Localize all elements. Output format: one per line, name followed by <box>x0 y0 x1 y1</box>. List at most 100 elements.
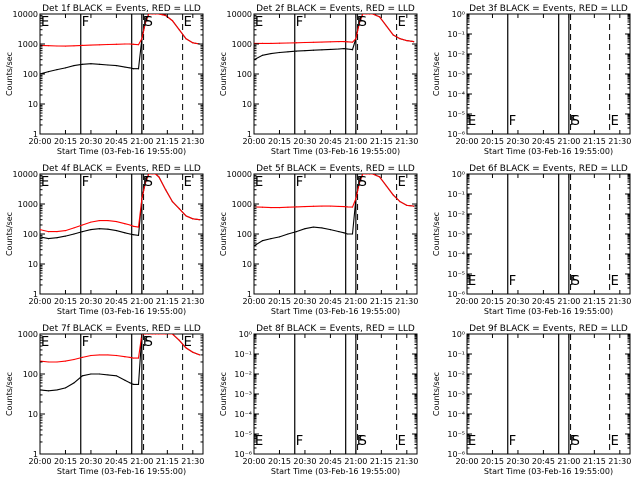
panel-title: Det 6f BLACK = Events, RED = LLD <box>469 164 628 174</box>
x-tick-label: 21:00 <box>557 297 580 306</box>
events-data-point <box>124 232 126 234</box>
lld-data-point <box>81 44 84 46</box>
lld-data-point <box>154 14 157 15</box>
lld-data-point <box>392 34 394 36</box>
x-tick-label: 20:00 <box>242 457 265 466</box>
lld-data-point <box>270 206 272 209</box>
events-data-point <box>137 383 140 385</box>
events-data-point <box>321 227 323 229</box>
lld-data-point <box>124 223 126 225</box>
y-tick-label: 10⁻³ <box>447 70 465 79</box>
x-tick-label: 21:00 <box>130 297 153 306</box>
events-data-point <box>261 240 264 242</box>
lld-data-point <box>192 218 194 220</box>
events-data-point <box>321 49 323 51</box>
lld-data-point <box>107 219 109 222</box>
event-marker-label: F <box>296 175 303 190</box>
events-data-point <box>115 229 118 232</box>
y-axis-label: Counts/sec <box>219 52 228 96</box>
y-tick-label: 10⁰ <box>452 10 465 19</box>
x-tick-label: 21:15 <box>156 137 179 146</box>
lld-data-point <box>261 206 264 208</box>
lld-data-point <box>144 182 146 184</box>
y-tick-label: 10 <box>28 410 38 419</box>
events-data-point <box>64 67 67 69</box>
lld-data-point <box>171 20 174 22</box>
y-tick-label: 10⁻⁶ <box>234 450 252 459</box>
x-tick-label: 20:30 <box>79 297 102 306</box>
event-marker-label: E <box>41 335 49 350</box>
event-marker-label: S <box>572 114 580 129</box>
event-marker-label: F <box>296 15 303 30</box>
lld-data-point <box>278 42 281 44</box>
events-data-point <box>115 375 118 377</box>
x-tick-label: 20:15 <box>268 137 291 146</box>
x-tick-label: 20:30 <box>79 457 102 466</box>
lld-data-point <box>178 339 180 341</box>
y-tick-label: 10⁰ <box>239 330 252 339</box>
lld-data-point <box>98 354 101 356</box>
lld-data-point <box>90 221 92 223</box>
event-marker-label: F <box>357 434 364 449</box>
lld-data-point <box>171 201 174 203</box>
y-axis-label: Counts/sec <box>219 212 228 256</box>
lld-data-point <box>372 174 374 175</box>
x-tick-label: 20:30 <box>506 457 529 466</box>
plot-frame <box>39 333 204 455</box>
lld-data-point <box>368 14 371 15</box>
events-data-point <box>47 390 50 392</box>
lld-series-line <box>254 174 414 209</box>
lld-data-point <box>379 176 381 178</box>
y-tick-label: 1 <box>247 130 252 139</box>
lld-data-point <box>351 206 354 208</box>
lld-data-point <box>107 43 109 46</box>
x-tick-label: 21:30 <box>181 137 204 146</box>
y-tick-label: 1000 <box>18 40 38 49</box>
events-data-point <box>343 232 345 234</box>
y-tick-label: 10000 <box>13 170 38 179</box>
lld-data-point <box>192 351 194 353</box>
lld-data-point <box>47 231 50 233</box>
y-tick-label: 10⁻⁵ <box>447 270 465 279</box>
lld-data-point <box>115 354 118 357</box>
lld-data-point <box>132 357 134 359</box>
lld-data-point <box>199 219 201 221</box>
lld-data-point <box>278 206 281 209</box>
x-tick-label: 20:00 <box>242 297 265 306</box>
y-tick-label: 1000 <box>232 200 252 209</box>
x-tick-label: 20:15 <box>54 137 77 146</box>
events-data-point <box>295 231 298 233</box>
lld-data-point <box>312 41 315 43</box>
lld-series-line <box>254 14 414 44</box>
x-tick-label: 21:00 <box>344 137 367 146</box>
events-data-point <box>346 233 348 235</box>
lld-data-point <box>329 41 332 43</box>
lld-data-point <box>351 41 354 43</box>
x-tick-label: 20:30 <box>79 137 102 146</box>
lld-data-point <box>343 41 345 43</box>
lld-data-point <box>56 361 58 363</box>
lld-series-line <box>40 334 200 363</box>
lld-data-point <box>321 41 323 43</box>
x-axis-label: Start Time (03-Feb-16 19:55:00) <box>271 307 400 316</box>
lld-data-point <box>287 206 289 208</box>
x-tick-label: 21:00 <box>130 137 153 146</box>
y-tick-label: 10 <box>242 100 252 109</box>
lld-data-point <box>261 42 264 44</box>
lld-data-point <box>73 358 75 361</box>
lld-data-point <box>199 354 201 356</box>
events-data-point <box>129 67 131 69</box>
lld-data-point <box>413 41 415 43</box>
lld-series-line <box>40 174 200 233</box>
event-marker-label: S <box>145 335 153 350</box>
y-tick-label: 10⁻¹ <box>234 350 252 359</box>
events-data-point <box>329 229 332 231</box>
y-tick-label: 1 <box>33 130 38 139</box>
y-tick-label: 10⁻¹ <box>447 190 465 199</box>
y-tick-label: 100 <box>23 70 38 79</box>
events-data-point <box>304 50 306 52</box>
events-data-point <box>338 48 340 50</box>
event-marker-label: E <box>611 274 619 289</box>
x-tick-label: 20:00 <box>242 137 265 146</box>
